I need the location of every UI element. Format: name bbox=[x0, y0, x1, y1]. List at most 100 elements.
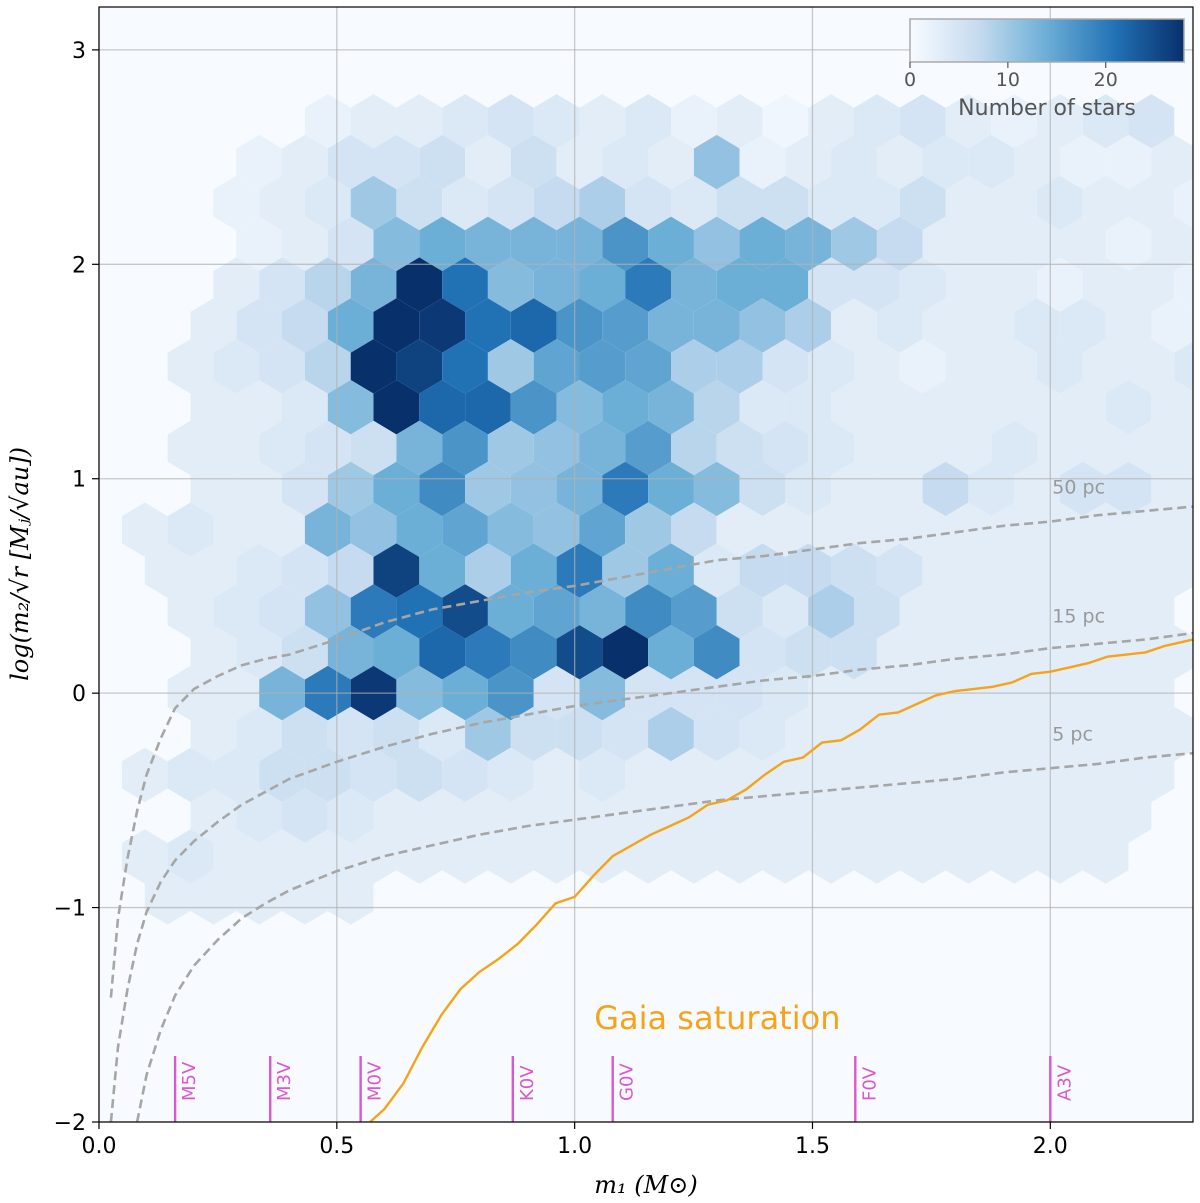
hex-cell bbox=[579, 339, 626, 394]
hex-cell bbox=[442, 829, 488, 884]
hex-cell bbox=[419, 216, 466, 272]
hex-cell bbox=[1037, 502, 1083, 557]
hex-cell bbox=[487, 94, 534, 149]
hex-cell bbox=[625, 175, 671, 231]
hex-cell bbox=[1059, 788, 1106, 843]
hex-cell bbox=[945, 339, 992, 394]
hex-cell bbox=[1014, 706, 1060, 762]
hex-cell bbox=[442, 257, 488, 312]
hex-cell bbox=[808, 257, 854, 312]
hex-cell bbox=[1082, 829, 1129, 884]
hex-cell bbox=[282, 380, 328, 435]
hex-cell bbox=[1037, 829, 1083, 884]
hex-cell bbox=[899, 420, 946, 476]
hex-cell bbox=[648, 706, 694, 762]
hex-cell bbox=[854, 584, 900, 639]
hex-cell bbox=[1151, 216, 1193, 272]
hex-cell bbox=[1128, 257, 1175, 312]
hex-cell bbox=[236, 298, 282, 353]
hex-cell bbox=[625, 94, 671, 149]
hex-cell bbox=[327, 216, 374, 272]
hex-cell bbox=[968, 380, 1015, 435]
hex-cell bbox=[442, 584, 488, 639]
hex-cell bbox=[533, 420, 580, 476]
annotation-labels: 50 pc 15 pc 5 pc Gaia saturation bbox=[594, 477, 1105, 1037]
hex-cell bbox=[350, 94, 397, 149]
spectral-type-markers: M5V M3V M0V K0V G0V F0V A3V bbox=[173, 1056, 1075, 1122]
hex-cell bbox=[785, 298, 832, 353]
hex-cell bbox=[259, 257, 305, 312]
hex-cell bbox=[236, 870, 282, 925]
hex-cell bbox=[1082, 420, 1129, 476]
hex-cell bbox=[282, 543, 328, 598]
hex-cell bbox=[876, 788, 923, 843]
hex-cell bbox=[899, 584, 946, 639]
hex-cell bbox=[350, 339, 397, 394]
hex-cell bbox=[1128, 420, 1175, 476]
hex-cell bbox=[762, 584, 809, 639]
hex-cell bbox=[968, 788, 1015, 843]
hex-cell bbox=[785, 543, 832, 598]
hex-cell bbox=[716, 175, 763, 231]
hex-cell bbox=[876, 380, 923, 435]
hex-cell bbox=[579, 829, 626, 884]
hex-cell bbox=[968, 134, 1015, 190]
hex-cell bbox=[922, 134, 969, 190]
curve-gaia-saturation bbox=[369, 638, 1193, 1122]
hex-cell bbox=[190, 788, 237, 843]
hex-cell bbox=[144, 543, 191, 598]
hex-cell bbox=[1128, 502, 1175, 557]
hex-cell bbox=[671, 829, 717, 884]
saturation-label: Gaia saturation bbox=[594, 999, 840, 1037]
hex-cell bbox=[282, 625, 328, 680]
hex-cell bbox=[465, 461, 511, 517]
hex-cell bbox=[602, 625, 649, 680]
hex-cell bbox=[693, 298, 740, 353]
hex-cell bbox=[739, 461, 786, 517]
hex-cell bbox=[945, 747, 992, 803]
hex-cell bbox=[304, 584, 351, 639]
hex-cell bbox=[625, 584, 671, 639]
hex-cell bbox=[899, 94, 946, 149]
hex-cell bbox=[648, 543, 694, 598]
hex-cell bbox=[1059, 298, 1106, 353]
hex-cell bbox=[510, 625, 557, 680]
hex-cell bbox=[327, 788, 374, 843]
hex-cell bbox=[648, 134, 694, 190]
hex-cell bbox=[419, 625, 466, 680]
hex-cell bbox=[396, 747, 443, 803]
hex-cell bbox=[1151, 134, 1193, 190]
hex-cell bbox=[968, 543, 1015, 598]
hex-cell bbox=[304, 502, 351, 557]
spectral-marker-label: M0V bbox=[365, 1061, 386, 1101]
hex-cell bbox=[991, 175, 1037, 231]
hex-cell bbox=[762, 829, 809, 884]
hex-cell bbox=[236, 380, 282, 435]
hex-cell bbox=[350, 420, 397, 476]
hex-cell bbox=[922, 298, 969, 353]
hex-cell bbox=[945, 584, 992, 639]
hex-cell bbox=[121, 829, 168, 884]
hex-cell bbox=[922, 625, 969, 680]
hex-cell bbox=[236, 543, 282, 598]
hex-cell bbox=[625, 747, 671, 803]
hex-cell bbox=[693, 706, 740, 762]
hex-cell bbox=[876, 216, 923, 272]
hex-cell bbox=[282, 134, 328, 190]
hex-cell bbox=[739, 788, 786, 843]
hex-cell bbox=[693, 134, 740, 190]
hex-cell bbox=[739, 216, 786, 272]
hex-cell bbox=[213, 829, 260, 884]
hex-cell bbox=[533, 94, 580, 149]
hex-cell bbox=[190, 625, 237, 680]
hex-cell bbox=[1059, 216, 1106, 272]
colorbar: 0 10 20 Number of stars bbox=[904, 18, 1185, 121]
hex-cell bbox=[1105, 788, 1152, 843]
hex-cell bbox=[419, 134, 466, 190]
hex-cell bbox=[373, 216, 420, 272]
hex-cell bbox=[167, 420, 214, 476]
hex-cell bbox=[327, 298, 374, 353]
hex-cell bbox=[762, 257, 809, 312]
hex-cell bbox=[1174, 178, 1193, 228]
hex-cell bbox=[556, 216, 603, 272]
